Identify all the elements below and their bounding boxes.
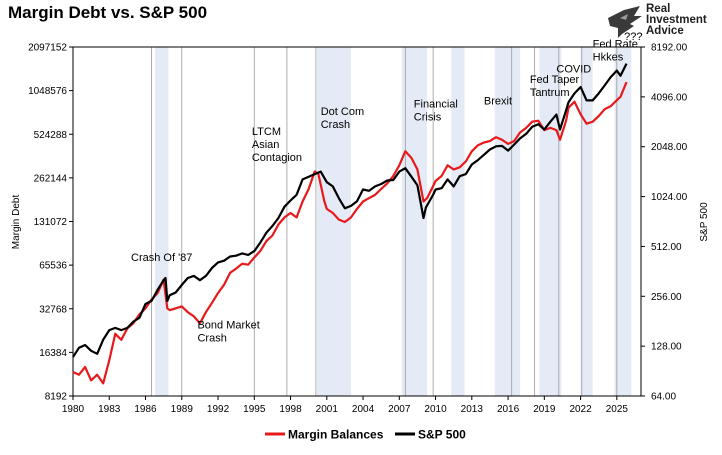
left-tick-label: 65536 bbox=[39, 261, 67, 272]
annotation-label: Fed Rate Hkkes bbox=[593, 39, 638, 64]
x-tick-label: 2010 bbox=[424, 404, 447, 415]
annotation-line: Fed Taper bbox=[530, 74, 580, 86]
shaded-band bbox=[155, 47, 169, 396]
left-tick-label: 8192 bbox=[45, 392, 68, 403]
eagle-icon bbox=[608, 6, 642, 38]
annotation-label: ??? bbox=[624, 31, 642, 43]
legend: Margin Balances S&P 500 bbox=[265, 428, 466, 442]
left-tick-label: 2097152 bbox=[28, 43, 67, 54]
left-axis-title: Margin Debt bbox=[11, 195, 22, 250]
left-tick-label: 16384 bbox=[39, 348, 67, 359]
x-axis: 1980 1983 1986 1989 1992 1995 1998 2001 2004 2007… bbox=[62, 396, 629, 415]
shaded-band bbox=[580, 47, 593, 396]
annotation-line: Dot Com bbox=[321, 106, 364, 118]
annotation-label: COVID bbox=[556, 63, 591, 75]
right-tick-label: 256.00 bbox=[651, 292, 682, 303]
x-tick-label: 2022 bbox=[569, 404, 592, 415]
right-tick-label: 4096.00 bbox=[651, 92, 688, 103]
logo-line-1: Real bbox=[646, 3, 671, 15]
x-tick-label: 1989 bbox=[171, 404, 194, 415]
annotation-line: Crisis bbox=[414, 112, 442, 124]
logo-line-2: Investment bbox=[646, 14, 707, 26]
annotation-line: Crash Of '87 bbox=[131, 252, 192, 264]
legend-label: S&P 500 bbox=[418, 428, 466, 442]
logo-line-3: Advice bbox=[646, 25, 684, 37]
right-tick-label: 1024.00 bbox=[651, 192, 688, 203]
series-line-s-p-500 bbox=[72, 63, 628, 358]
annotation-label: Dot Com Crash bbox=[321, 106, 364, 131]
x-tick-label: 2019 bbox=[533, 404, 556, 415]
annotation-label: LTCM Asian Contagion bbox=[252, 126, 302, 164]
shaded-band bbox=[451, 47, 465, 396]
logo: Real Investment Advice bbox=[604, 3, 716, 40]
annotation-line: Crash bbox=[321, 119, 350, 131]
x-tick-label: 2025 bbox=[606, 404, 629, 415]
right-tick-label: 2048.00 bbox=[651, 142, 688, 153]
annotation-label: Bond Market Crash bbox=[197, 319, 259, 344]
left-tick-label: 32768 bbox=[39, 304, 67, 315]
chart-title: Margin Debt vs. S&P 500 bbox=[8, 3, 208, 22]
x-tick-label: 2004 bbox=[352, 404, 375, 415]
legend-label: Margin Balances bbox=[288, 428, 384, 442]
x-tick-label: 1998 bbox=[279, 404, 302, 415]
shaded-band bbox=[401, 47, 428, 396]
x-tick-label: 2001 bbox=[316, 404, 339, 415]
event-lines bbox=[151, 47, 618, 396]
left-axis: 8192 16384 32768 65536 131072 262144 524288 104… bbox=[28, 43, 73, 403]
annotation-label: Financial Crisis bbox=[414, 99, 458, 124]
annotation-label: Fed Taper Tantrum bbox=[530, 74, 580, 99]
right-tick-label: 128.00 bbox=[651, 342, 682, 353]
x-tick-label: 1995 bbox=[243, 404, 266, 415]
shaded-periods bbox=[155, 47, 632, 396]
series-lines bbox=[72, 63, 628, 385]
annotation-line: Contagion bbox=[252, 152, 302, 164]
x-tick-label: 2013 bbox=[461, 404, 484, 415]
right-axis: 64.00 128.00 256.00 512.00 1024.00 2048.00 409… bbox=[641, 43, 688, 403]
shaded-band bbox=[539, 47, 562, 396]
series-line-margin-balances bbox=[72, 81, 628, 385]
annotation-line: Asian bbox=[252, 139, 280, 151]
annotation-line: ??? bbox=[624, 31, 642, 43]
x-tick-label: 1983 bbox=[98, 404, 121, 415]
annotation-line: Crash bbox=[197, 332, 226, 344]
left-tick-label: 131072 bbox=[34, 217, 68, 228]
left-tick-label: 262144 bbox=[34, 173, 68, 184]
annotation-line: Brexit bbox=[484, 96, 512, 108]
shaded-band bbox=[494, 47, 521, 396]
right-axis-title: S&P 500 bbox=[699, 202, 710, 242]
annotation-line: Bond Market bbox=[197, 319, 259, 331]
shaded-band bbox=[614, 47, 632, 396]
annotation-line: Hkkes bbox=[593, 52, 624, 64]
right-tick-label: 64.00 bbox=[651, 392, 676, 403]
x-tick-label: 2007 bbox=[388, 404, 411, 415]
annotation-label: Brexit bbox=[484, 96, 512, 108]
x-tick-label: 1986 bbox=[134, 404, 157, 415]
annotation-line: Fed Rate bbox=[593, 39, 638, 51]
annotation-label: Crash Of '87 bbox=[131, 252, 192, 264]
annotation-line: LTCM bbox=[252, 126, 281, 138]
right-tick-label: 512.00 bbox=[651, 242, 682, 253]
right-tick-label: 8192.00 bbox=[651, 43, 688, 54]
annotation-line: COVID bbox=[556, 63, 591, 75]
left-tick-label: 524288 bbox=[34, 130, 68, 141]
annotation-line: Financial bbox=[414, 99, 458, 111]
left-tick-label: 1048576 bbox=[28, 86, 67, 97]
x-tick-label: 1992 bbox=[207, 404, 230, 415]
x-tick-label: 2016 bbox=[497, 404, 520, 415]
annotation-line: Tantrum bbox=[530, 87, 570, 99]
logo-text: Real Investment Advice bbox=[646, 3, 707, 37]
x-tick-label: 1980 bbox=[62, 404, 85, 415]
